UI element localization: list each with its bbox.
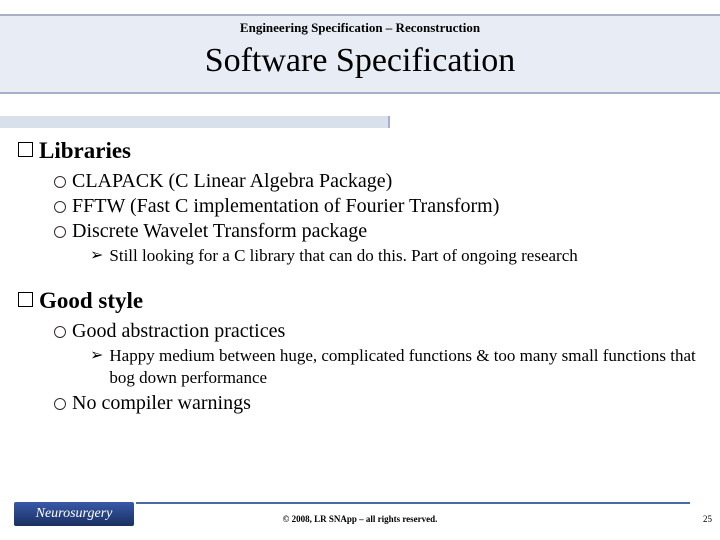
item-text: Discrete Wavelet Transform package — [72, 220, 367, 243]
section-heading: Good style — [18, 288, 702, 314]
list-item: No compiler warnings — [54, 392, 702, 415]
sub-text: Still looking for a C library that can d… — [109, 245, 577, 266]
item-text: FFTW (Fast C implementation of Fourier T… — [72, 195, 499, 218]
list-item: Good abstraction practices — [54, 320, 702, 343]
sub-item: ➢ Happy medium between huge, complicated… — [90, 345, 702, 388]
supertitle: Engineering Specification – Reconstructi… — [0, 20, 720, 36]
item-text: No compiler warnings — [72, 392, 251, 415]
footer-line — [136, 502, 690, 504]
section-heading: Libraries — [18, 138, 702, 164]
square-bullet-icon — [18, 142, 33, 157]
circle-bullet-icon — [54, 226, 66, 238]
sub-item: ➢ Still looking for a C library that can… — [90, 245, 702, 266]
heading-text: Libraries — [39, 138, 131, 164]
page-number: 25 — [703, 514, 712, 524]
circle-bullet-icon — [54, 176, 66, 188]
circle-bullet-icon — [54, 201, 66, 213]
item-text: CLAPACK (C Linear Algebra Package) — [72, 170, 392, 193]
sub-text: Happy medium between huge, complicated f… — [109, 345, 702, 388]
slide-title: Software Specification — [0, 42, 720, 80]
list-item: CLAPACK (C Linear Algebra Package) — [54, 170, 702, 193]
circle-bullet-icon — [54, 326, 66, 338]
heading-text: Good style — [39, 288, 143, 314]
copyright: © 2008, LR SNApp – all rights reserved. — [0, 514, 720, 524]
circle-bullet-icon — [54, 398, 66, 410]
content-area: Libraries CLAPACK (C Linear Algebra Pack… — [18, 138, 702, 417]
arrow-bullet-icon: ➢ — [90, 345, 103, 365]
square-bullet-icon — [18, 292, 33, 307]
list-item: Discrete Wavelet Transform package — [54, 220, 702, 243]
item-text: Good abstraction practices — [72, 320, 285, 343]
deco-band — [0, 116, 390, 128]
arrow-bullet-icon: ➢ — [90, 245, 103, 265]
list-item: FFTW (Fast C implementation of Fourier T… — [54, 195, 702, 218]
